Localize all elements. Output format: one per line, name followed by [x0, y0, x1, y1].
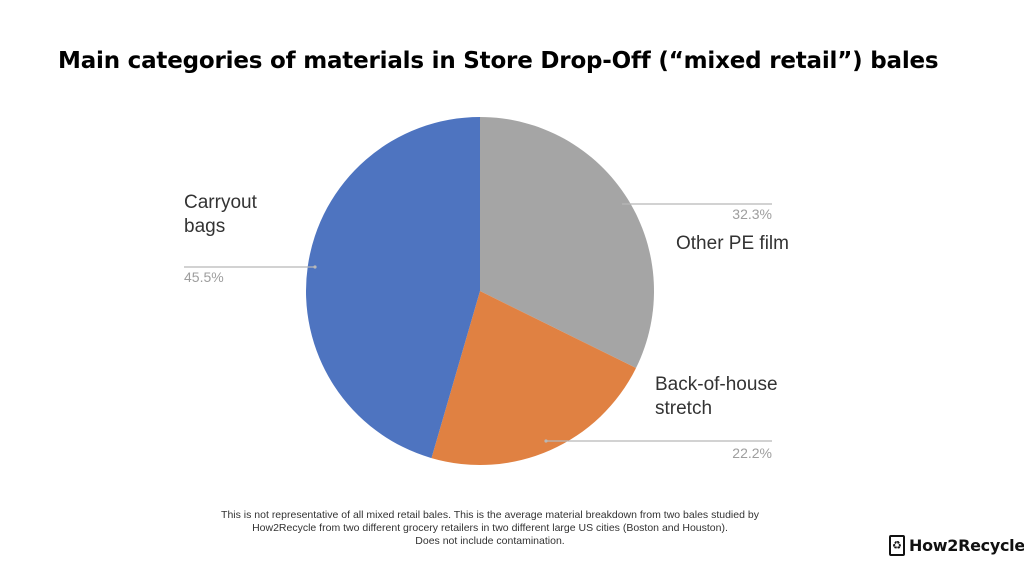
category-label-line: Carryout — [184, 192, 258, 213]
logo-text: How2Recycle — [909, 535, 1024, 555]
category-label-line: stretch — [655, 398, 712, 419]
how2recycle-logo: ♻ How2Recycle — [889, 534, 1024, 556]
leader-dot-3 — [313, 265, 317, 269]
category-label-line: Other PE film — [676, 233, 789, 254]
pie-slice-2 — [431, 291, 637, 465]
leader-dot-2 — [544, 439, 548, 443]
footnote-line-1: This is not representative of all mixed … — [221, 509, 759, 521]
footnote-line-2: How2Recycle from two different grocery r… — [252, 522, 728, 534]
value-label-2: 22.2% — [732, 445, 772, 461]
footnote: This is not representative of all mixed … — [160, 509, 820, 548]
pie-slice-3 — [306, 117, 480, 459]
category-label-line: Back-of-house — [655, 374, 778, 395]
value-label-3: 45.5% — [184, 269, 224, 285]
category-label-3: Carryout bags — [184, 192, 258, 237]
category-label-1: Other PE film — [676, 233, 789, 254]
footnote-line-3: Does not include contamination. — [415, 535, 565, 547]
chart-title: Main categories of materials in Store Dr… — [58, 48, 939, 74]
value-label-1: 32.3% — [732, 206, 772, 222]
recycle-icon: ♻ — [889, 534, 905, 556]
category-label-line: bags — [184, 216, 225, 237]
category-label-2: Back-of-house stretch — [655, 374, 778, 419]
pie-slice-1 — [480, 117, 654, 369]
